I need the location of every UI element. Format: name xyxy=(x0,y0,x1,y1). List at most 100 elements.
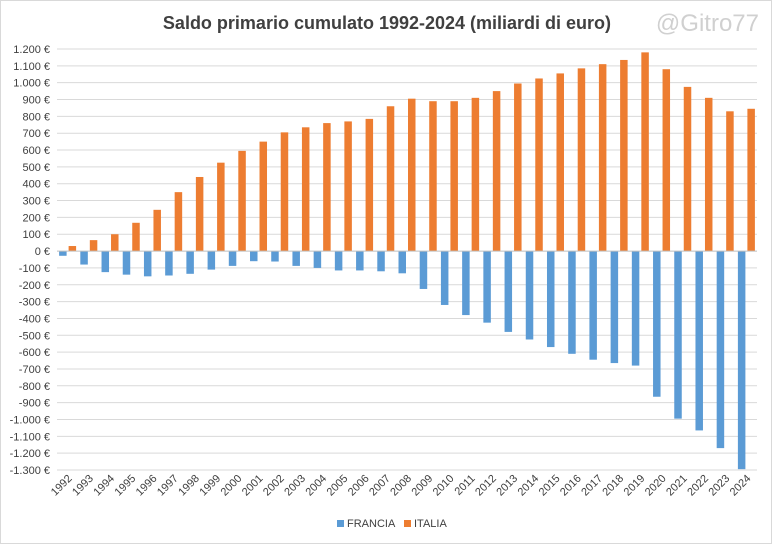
x-tick-label: 2020 xyxy=(643,473,669,499)
y-tick-label: 800 € xyxy=(22,111,50,123)
y-tick-label: -1.200 € xyxy=(10,448,50,460)
bar-italia-2022 xyxy=(704,97,713,252)
bar-italia-1997 xyxy=(174,192,183,252)
y-tick-label: -1.000 € xyxy=(10,414,50,426)
bar-italia-2006 xyxy=(365,118,374,252)
bar-francia-2002 xyxy=(271,251,279,262)
bar-italia-2018 xyxy=(620,59,628,252)
x-tick-label: 2001 xyxy=(240,473,266,499)
x-tick-label: 2010 xyxy=(431,473,457,499)
bar-francia-2014 xyxy=(525,251,534,340)
x-tick-label: 1993 xyxy=(70,473,96,499)
bar-francia-2021 xyxy=(674,251,682,419)
y-tick-label: -500 € xyxy=(19,330,50,342)
legend-label-francia: FRANCIA xyxy=(347,518,396,530)
x-tick-label: 2007 xyxy=(367,473,393,499)
x-tick-label: 1998 xyxy=(176,473,202,499)
y-tick-label: 600 € xyxy=(22,145,50,157)
bar-francia-2024 xyxy=(737,251,746,470)
bar-francia-1996 xyxy=(143,251,152,277)
x-tick-label: 2002 xyxy=(261,473,287,499)
y-tick-label: -900 € xyxy=(19,398,50,410)
bar-italia-2013 xyxy=(514,83,522,252)
bar-italia-2023 xyxy=(726,111,734,252)
bar-italia-2004 xyxy=(323,123,331,252)
x-tick-label: 2024 xyxy=(728,473,754,499)
x-tick-label: 2022 xyxy=(685,473,711,499)
chart-title: Saldo primario cumulato 1992-2024 (milia… xyxy=(163,13,611,33)
legend: FRANCIA ITALIA xyxy=(337,518,447,530)
y-tick-label: -1.300 € xyxy=(10,465,50,477)
legend-label-italia: ITALIA xyxy=(414,518,447,530)
bar-francia-1992 xyxy=(59,251,67,256)
y-tick-label: -100 € xyxy=(19,263,50,275)
bar-francia-2017 xyxy=(589,251,597,360)
bar-francia-2003 xyxy=(292,251,300,266)
x-tick-label: 1997 xyxy=(155,473,181,499)
x-tick-label: 2011 xyxy=(453,473,478,498)
x-tick-label: 2005 xyxy=(325,473,351,499)
bar-italia-1998 xyxy=(195,176,204,252)
bar-francia-1994 xyxy=(101,251,110,273)
bar-francia-2012 xyxy=(483,251,491,323)
y-tick-label: -800 € xyxy=(19,381,50,393)
y-tick-label: 700 € xyxy=(22,128,50,140)
x-tick-label: 2003 xyxy=(282,473,308,499)
bar-francia-2009 xyxy=(419,251,428,289)
x-tick-label: 1994 xyxy=(91,473,117,499)
bar-francia-1993 xyxy=(80,251,88,265)
bar-italia-2024 xyxy=(747,108,755,252)
y-axis-ticks: -1.300 € -1.200 € -1.100 € -1.000 € -900 € -8… xyxy=(10,44,50,477)
y-tick-label: 500 € xyxy=(22,162,50,174)
x-tick-label: 2015 xyxy=(537,473,563,499)
bar-francia-2016 xyxy=(568,251,576,354)
bar-italia-2021 xyxy=(683,86,692,252)
bar-italia-1995 xyxy=(132,222,140,252)
bar-italia-1996 xyxy=(153,209,161,252)
y-tick-label: 900 € xyxy=(22,95,50,107)
bar-italia-1993 xyxy=(89,240,98,252)
x-tick-label: 2004 xyxy=(303,473,329,499)
bar-italia-2015 xyxy=(556,73,564,252)
bar-francia-2005 xyxy=(334,251,343,271)
bar-francia-1999 xyxy=(207,251,216,270)
y-tick-label: 0 € xyxy=(35,246,50,258)
x-tick-label: 2006 xyxy=(346,473,372,499)
x-tick-label: 1992 xyxy=(49,473,75,499)
bar-francia-2000 xyxy=(228,251,237,266)
bar-francia-2019 xyxy=(631,251,640,366)
legend-swatch-italia xyxy=(404,520,411,527)
x-tick-label: 2019 xyxy=(622,473,648,499)
x-tick-label: 1999 xyxy=(197,473,223,499)
y-tick-label: 400 € xyxy=(22,179,50,191)
bar-italia-2008 xyxy=(408,98,416,252)
bar-francia-1995 xyxy=(122,251,131,275)
x-tick-label: 2009 xyxy=(410,473,436,499)
bar-italia-2005 xyxy=(344,121,352,252)
bar-francia-1997 xyxy=(165,251,173,276)
bar-italia-2010 xyxy=(450,101,458,252)
bar-francia-2015 xyxy=(546,251,555,348)
y-tick-label: 1.100 € xyxy=(13,61,50,73)
bar-francia-2010 xyxy=(440,251,449,305)
bar-francia-2007 xyxy=(377,251,385,272)
bar-francia-2022 xyxy=(695,251,703,431)
bar-italia-1992 xyxy=(68,246,77,252)
x-tick-label: 2021 xyxy=(664,473,690,499)
y-tick-label: -400 € xyxy=(19,313,50,325)
bar-italia-2002 xyxy=(280,132,289,252)
x-tick-label: 2018 xyxy=(600,473,626,499)
y-tick-label: 1.200 € xyxy=(13,44,50,56)
bar-italia-2016 xyxy=(577,68,586,252)
bar-francia-2006 xyxy=(356,251,364,271)
x-tick-label: 2016 xyxy=(558,473,584,499)
bar-italia-2000 xyxy=(238,150,246,252)
bar-francia-1998 xyxy=(186,251,194,274)
x-tick-label: 2000 xyxy=(219,473,245,499)
bar-italia-1994 xyxy=(111,234,119,252)
y-tick-label: 300 € xyxy=(22,196,50,208)
bar-francia-2011 xyxy=(462,251,470,316)
bar-italia-2020 xyxy=(662,69,671,252)
bar-francia-2008 xyxy=(398,251,406,274)
